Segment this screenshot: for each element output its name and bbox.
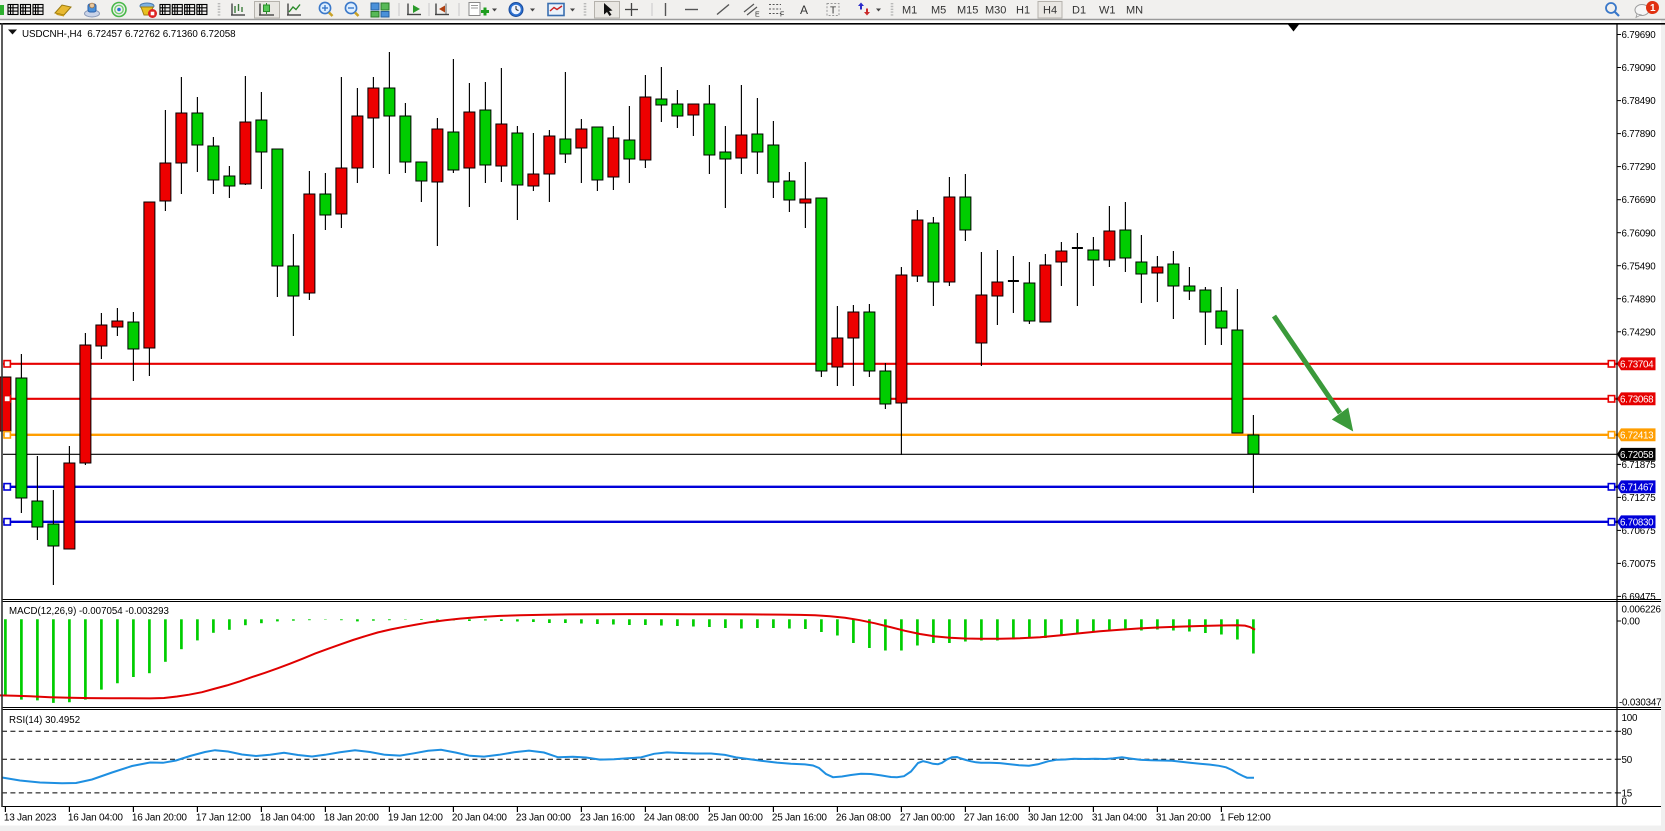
svg-text:24 Jan 08:00: 24 Jan 08:00 [644,813,700,824]
svg-text:6.74290: 6.74290 [1622,327,1657,338]
svg-text:6.71467: 6.71467 [1620,482,1653,493]
svg-text:6.70075: 6.70075 [1622,559,1657,570]
svg-text:6.73704: 6.73704 [1620,359,1654,370]
svg-text:23 Jan 16:00: 23 Jan 16:00 [580,813,636,824]
svg-text:6.70675: 6.70675 [1622,526,1657,537]
svg-text:6.75490: 6.75490 [1622,261,1657,272]
svg-text:6.74890: 6.74890 [1622,294,1657,305]
svg-text:19 Jan 12:00: 19 Jan 12:00 [388,813,444,824]
svg-text:MACD(12,26,9) -0.007054 -0.003: MACD(12,26,9) -0.007054 -0.003293 [9,606,169,617]
svg-text:A: A [800,3,808,17]
svg-text:6.77890: 6.77890 [1622,129,1657,140]
svg-text:27 Jan 16:00: 27 Jan 16:00 [964,813,1020,824]
svg-text:M15: M15 [957,5,978,17]
svg-text:23 Jan 00:00: 23 Jan 00:00 [516,813,572,824]
svg-text:15: 15 [1622,789,1633,800]
svg-text:31 Jan 04:00: 31 Jan 04:00 [1092,813,1148,824]
svg-text:W1: W1 [1099,5,1116,17]
svg-text:6.72058: 6.72058 [1620,450,1654,461]
svg-text:MN: MN [1126,5,1143,17]
svg-text:6.76090: 6.76090 [1622,228,1657,239]
svg-text:30 Jan 12:00: 30 Jan 12:00 [1028,813,1084,824]
svg-text:50: 50 [1622,755,1633,766]
svg-text:6.69475: 6.69475 [1622,592,1657,603]
svg-text:16 Jan 20:00: 16 Jan 20:00 [132,813,188,824]
svg-text:E: E [755,12,760,19]
svg-text:M5: M5 [931,5,946,17]
svg-text:6.79090: 6.79090 [1622,63,1657,74]
svg-text:6.79690: 6.79690 [1622,30,1657,41]
svg-text:25 Jan 16:00: 25 Jan 16:00 [772,813,828,824]
svg-text:1: 1 [1650,3,1656,14]
svg-text:6.71275: 6.71275 [1622,493,1657,504]
svg-text:0.00: 0.00 [1622,617,1641,628]
svg-text:RSI(14) 30.4952: RSI(14) 30.4952 [9,715,80,726]
svg-text:0: 0 [1622,797,1628,808]
svg-text:13 Jan 2023: 13 Jan 2023 [4,813,57,824]
svg-text:USDCNH-,H4 6.72457 6.72762 6.: USDCNH-,H4 6.72457 6.72762 6.71360 6.720… [22,29,236,40]
svg-text:H1: H1 [1016,5,1030,17]
svg-text:100: 100 [1622,713,1638,724]
svg-text:D1: D1 [1072,5,1086,17]
svg-text:27 Jan 00:00: 27 Jan 00:00 [900,813,956,824]
svg-text:18 Jan 20:00: 18 Jan 20:00 [324,813,380,824]
svg-text:T: T [830,6,836,17]
svg-text:6.73068: 6.73068 [1620,394,1654,405]
svg-text:6.71875: 6.71875 [1622,460,1657,471]
svg-text:16 Jan 04:00: 16 Jan 04:00 [68,813,124,824]
svg-text:6.77290: 6.77290 [1622,162,1657,173]
svg-text:20 Jan 04:00: 20 Jan 04:00 [452,813,508,824]
svg-text:6.72413: 6.72413 [1620,430,1654,441]
svg-text:-0.030347: -0.030347 [1619,698,1661,709]
svg-text:6.78490: 6.78490 [1622,96,1657,107]
svg-text:M1: M1 [902,5,917,17]
svg-text:26 Jan 08:00: 26 Jan 08:00 [836,813,892,824]
svg-text:25 Jan 00:00: 25 Jan 00:00 [708,813,764,824]
svg-text:0.006226: 0.006226 [1622,605,1662,616]
svg-text:6.70830: 6.70830 [1620,517,1654,528]
svg-text:F: F [780,12,784,19]
svg-text:31 Jan 20:00: 31 Jan 20:00 [1156,813,1212,824]
svg-text:6.76690: 6.76690 [1622,195,1657,206]
svg-text:H4: H4 [1043,5,1057,17]
svg-text:18 Jan 04:00: 18 Jan 04:00 [260,813,316,824]
svg-text:1 Feb 12:00: 1 Feb 12:00 [1220,813,1271,824]
svg-text:17 Jan 12:00: 17 Jan 12:00 [196,813,252,824]
svg-text:80: 80 [1622,727,1633,738]
svg-text:M30: M30 [985,5,1006,17]
